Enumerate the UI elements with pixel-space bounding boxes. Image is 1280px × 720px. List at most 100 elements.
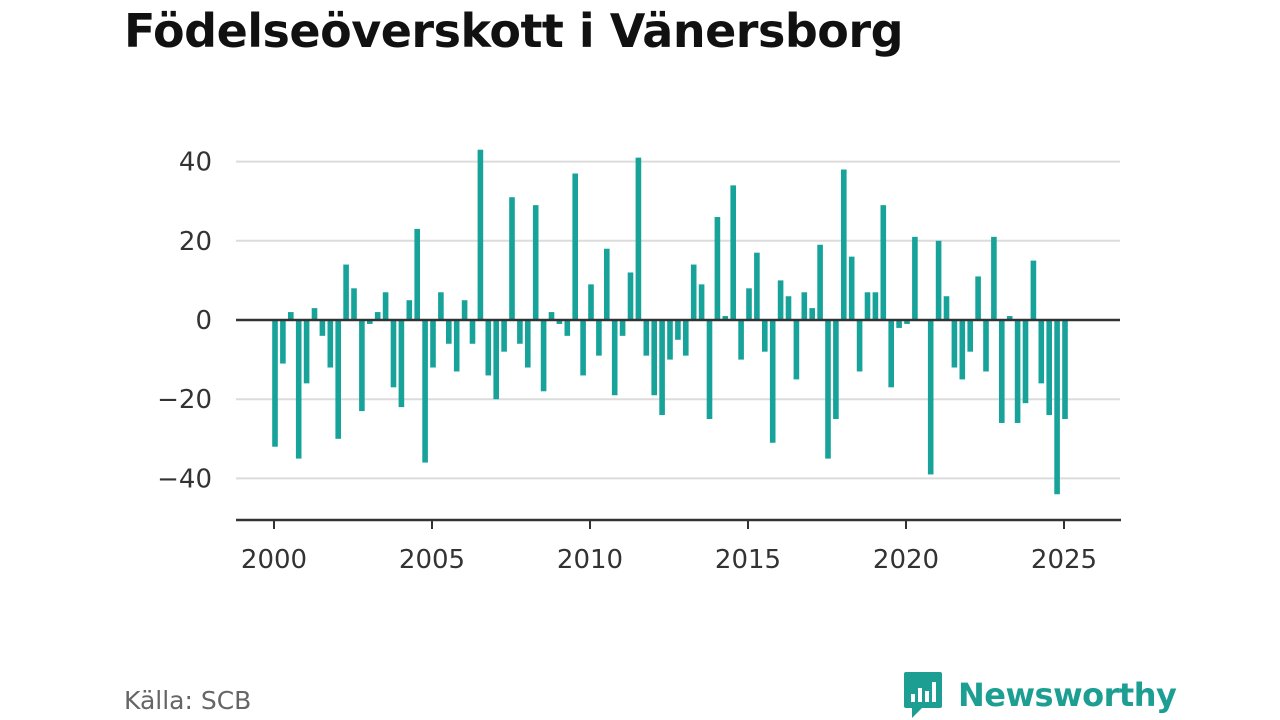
x-tick-label: 2025 xyxy=(1031,545,1097,575)
bar xyxy=(327,320,334,368)
bar xyxy=(904,320,910,324)
bar xyxy=(825,320,831,459)
bar xyxy=(714,217,721,320)
x-tick-label: 2015 xyxy=(715,545,781,575)
bar xyxy=(604,248,610,320)
bar xyxy=(888,320,894,388)
bar xyxy=(280,320,286,364)
bar xyxy=(864,292,871,320)
y-tick-label: −40 xyxy=(157,464,212,494)
bar xyxy=(438,292,444,320)
bar xyxy=(706,320,713,419)
bar xyxy=(1022,320,1029,404)
bar xyxy=(817,244,823,320)
bar xyxy=(730,185,736,320)
bar xyxy=(303,320,310,384)
bar xyxy=(501,320,507,352)
bar xyxy=(872,292,879,320)
bar xyxy=(572,173,578,320)
bar xyxy=(422,320,428,463)
bar xyxy=(288,312,294,320)
bar xyxy=(556,320,563,324)
bar xyxy=(975,276,981,320)
bar xyxy=(935,240,942,320)
bar xyxy=(580,320,586,376)
bar xyxy=(343,264,349,320)
bar xyxy=(959,320,966,380)
bar xyxy=(461,300,468,320)
bar xyxy=(643,320,650,356)
y-tick-label: 40 xyxy=(179,148,212,178)
bar xyxy=(390,320,397,388)
x-tick-label: 2020 xyxy=(873,545,939,575)
y-tick-label: −20 xyxy=(157,385,212,415)
brand-logo: Newsworthy xyxy=(902,670,1177,720)
bar xyxy=(833,320,839,419)
bar xyxy=(477,149,484,320)
bar xyxy=(627,272,634,320)
bar xyxy=(769,320,776,443)
bar xyxy=(1006,316,1013,320)
bar xyxy=(722,316,729,320)
bar xyxy=(801,292,808,320)
bar xyxy=(785,296,792,320)
bar xyxy=(943,296,950,320)
bar xyxy=(793,320,800,380)
x-tick-label: 2005 xyxy=(399,545,465,575)
bar xyxy=(596,320,602,356)
x-tick-label: 2000 xyxy=(241,545,307,575)
bar xyxy=(690,264,697,320)
newsworthy-logo-icon xyxy=(904,672,942,718)
bar xyxy=(532,205,539,320)
bar xyxy=(754,252,760,320)
bar xyxy=(493,320,499,400)
bar xyxy=(1038,320,1045,384)
bar xyxy=(848,256,855,320)
y-tick-label: 0 xyxy=(195,306,212,336)
bar xyxy=(667,320,673,360)
bar xyxy=(611,320,618,396)
bar xyxy=(856,320,863,372)
source-note: Källa: SCB xyxy=(124,686,252,715)
bar xyxy=(382,292,389,320)
bar xyxy=(335,320,341,439)
bar xyxy=(414,228,420,320)
bar xyxy=(1014,320,1021,423)
bar xyxy=(485,320,492,376)
bar xyxy=(880,205,887,320)
bar xyxy=(295,320,302,459)
bar xyxy=(374,312,381,320)
bar xyxy=(983,320,989,372)
bar xyxy=(1030,260,1037,320)
bar xyxy=(359,320,365,412)
y-tick-label: 20 xyxy=(179,227,212,257)
bar xyxy=(927,320,934,475)
bar xyxy=(651,320,657,396)
bar xyxy=(951,320,958,368)
bar xyxy=(351,288,357,320)
chart-title: Födelseöverskott i Vänersborg xyxy=(124,4,904,58)
bar xyxy=(509,197,515,320)
bar xyxy=(738,320,744,360)
bar xyxy=(406,300,413,320)
bar xyxy=(517,320,523,344)
bars xyxy=(272,149,1068,495)
bar xyxy=(912,236,918,320)
bar xyxy=(675,320,681,340)
bar xyxy=(430,320,436,368)
tick-labels: 40 20 0 −20 −40 2000 2005 2010 2015 2020 2025 xyxy=(157,148,1097,575)
bar xyxy=(367,320,373,324)
bar xyxy=(683,320,689,356)
bar xyxy=(777,280,784,320)
x-tick-label: 2010 xyxy=(557,545,623,575)
bar xyxy=(999,320,1005,423)
bar xyxy=(398,320,405,408)
bar xyxy=(967,320,973,352)
bar xyxy=(469,320,476,344)
bar xyxy=(525,320,531,368)
bar xyxy=(841,169,847,320)
bar xyxy=(453,320,460,372)
bar xyxy=(635,157,642,320)
bar xyxy=(762,320,768,352)
